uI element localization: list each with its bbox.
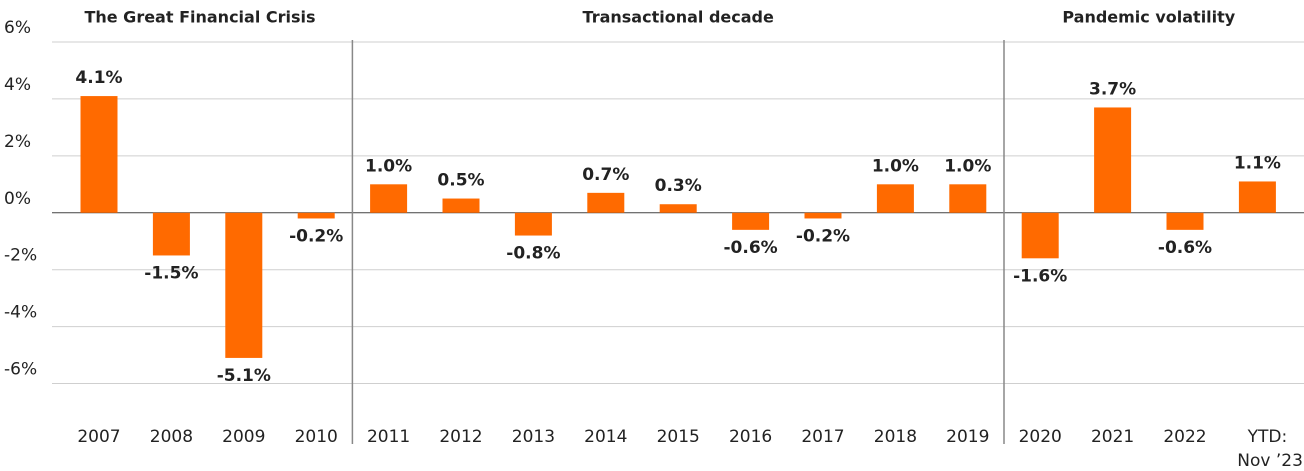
x-tick-label: 2019 [946, 427, 989, 447]
value-label: -5.1% [217, 366, 271, 386]
x-tick-label: 2011 [367, 427, 410, 447]
x-tick-label: 2016 [729, 427, 772, 447]
x-tick-label: 2015 [657, 427, 700, 447]
bar [659, 204, 697, 213]
y-tick-label: -6% [4, 360, 37, 380]
value-label: -0.6% [723, 238, 777, 258]
bar [152, 212, 190, 256]
y-tick-label: 6% [4, 18, 31, 38]
y-tick-label: -2% [4, 246, 37, 266]
value-label: 4.1% [75, 68, 122, 88]
value-label: -0.2% [289, 226, 343, 246]
value-label: 0.3% [655, 176, 702, 196]
y-tick-label: 2% [4, 132, 31, 152]
value-label: -1.5% [144, 263, 198, 283]
x-tick-label: 2018 [874, 427, 917, 447]
x-tick-label: 2012 [439, 427, 482, 447]
value-label: 0.5% [437, 171, 484, 191]
value-label: -0.6% [1158, 238, 1212, 258]
bar [1166, 212, 1204, 230]
x-tick-label: 2010 [295, 427, 338, 447]
x-tick-label: 2007 [77, 427, 120, 447]
x-tick-label: 2014 [584, 427, 627, 447]
value-label: 1.0% [872, 156, 919, 176]
bar [80, 96, 118, 213]
value-label: 3.7% [1089, 79, 1136, 99]
bar [514, 212, 552, 236]
y-tick-label: -4% [4, 303, 37, 323]
bar [225, 212, 263, 358]
value-label: 0.7% [582, 165, 629, 185]
bar [732, 212, 770, 230]
x-tick-label: 2022 [1163, 427, 1206, 447]
x-tick-label: 2009 [222, 427, 265, 447]
section-label: The Great Financial Crisis [84, 8, 315, 27]
bar [370, 184, 408, 213]
x-tick-label: 2013 [512, 427, 555, 447]
section-label: Transactional decade [583, 8, 774, 27]
value-label: 1.0% [365, 156, 412, 176]
y-tick-label: 0% [4, 189, 31, 209]
x-tick-label: YTD: Nov ’23 [1232, 427, 1303, 471]
value-label: 1.0% [944, 156, 991, 176]
bar [1238, 181, 1276, 213]
value-label: -1.6% [1013, 266, 1067, 286]
x-tick-label: 2008 [150, 427, 193, 447]
bar [1021, 212, 1059, 259]
bar [876, 184, 914, 213]
x-tick-label: 2021 [1091, 427, 1134, 447]
bar [442, 198, 480, 213]
x-tick-label: 2017 [801, 427, 844, 447]
bar [949, 184, 987, 213]
bar [1094, 107, 1132, 213]
bar [804, 212, 842, 219]
section-label: Pandemic volatility [1062, 8, 1235, 27]
bar [297, 212, 335, 219]
bar [587, 192, 625, 213]
value-label: 1.1% [1234, 153, 1281, 173]
x-tick-label: 2020 [1019, 427, 1062, 447]
value-label: -0.8% [506, 244, 560, 264]
value-label: -0.2% [796, 226, 850, 246]
y-tick-label: 4% [4, 75, 31, 95]
